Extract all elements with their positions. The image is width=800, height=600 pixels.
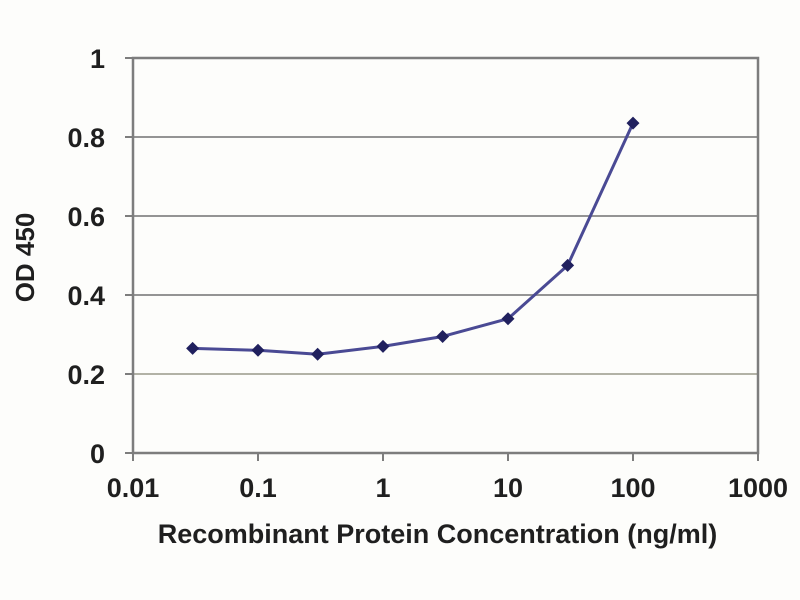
- data-point: [501, 312, 515, 326]
- plot-border: [131, 56, 760, 455]
- x-tick-label: 10: [493, 473, 523, 503]
- x-axis-title: Recombinant Protein Concentration (ng/ml…: [158, 519, 718, 549]
- x-tick-label: 0.01: [107, 473, 160, 503]
- gridlines-layer: [133, 136, 758, 375]
- y-tick-label: 0: [90, 439, 105, 469]
- data-point: [626, 116, 640, 130]
- data-point: [561, 258, 575, 272]
- data-point: [311, 347, 325, 361]
- x-tick-label: 1: [375, 473, 390, 503]
- x-tick-label: 1000: [728, 473, 788, 503]
- y-tick-label: 0.8: [67, 123, 105, 153]
- y-tick-label: 0.6: [67, 202, 105, 232]
- tick-labels-layer: 0 0.2 0.4 0.6 0.8 1 0.01 0.1 1 10 100 1000: [67, 44, 788, 503]
- data-series-layer: [186, 116, 640, 361]
- x-tick-label: 0.1: [239, 473, 277, 503]
- data-point: [436, 329, 450, 343]
- x-tick-label: 100: [610, 473, 655, 503]
- data-point: [376, 339, 390, 353]
- y-tick-label: 0.2: [67, 360, 105, 390]
- y-axis-title: OD 450: [10, 213, 40, 303]
- data-point: [251, 343, 265, 357]
- data-point: [186, 341, 200, 355]
- series-line: [192, 122, 635, 356]
- y-tick-label: 1: [90, 44, 105, 74]
- ticks-layer: [125, 57, 759, 461]
- y-tick-label: 0.4: [67, 281, 105, 311]
